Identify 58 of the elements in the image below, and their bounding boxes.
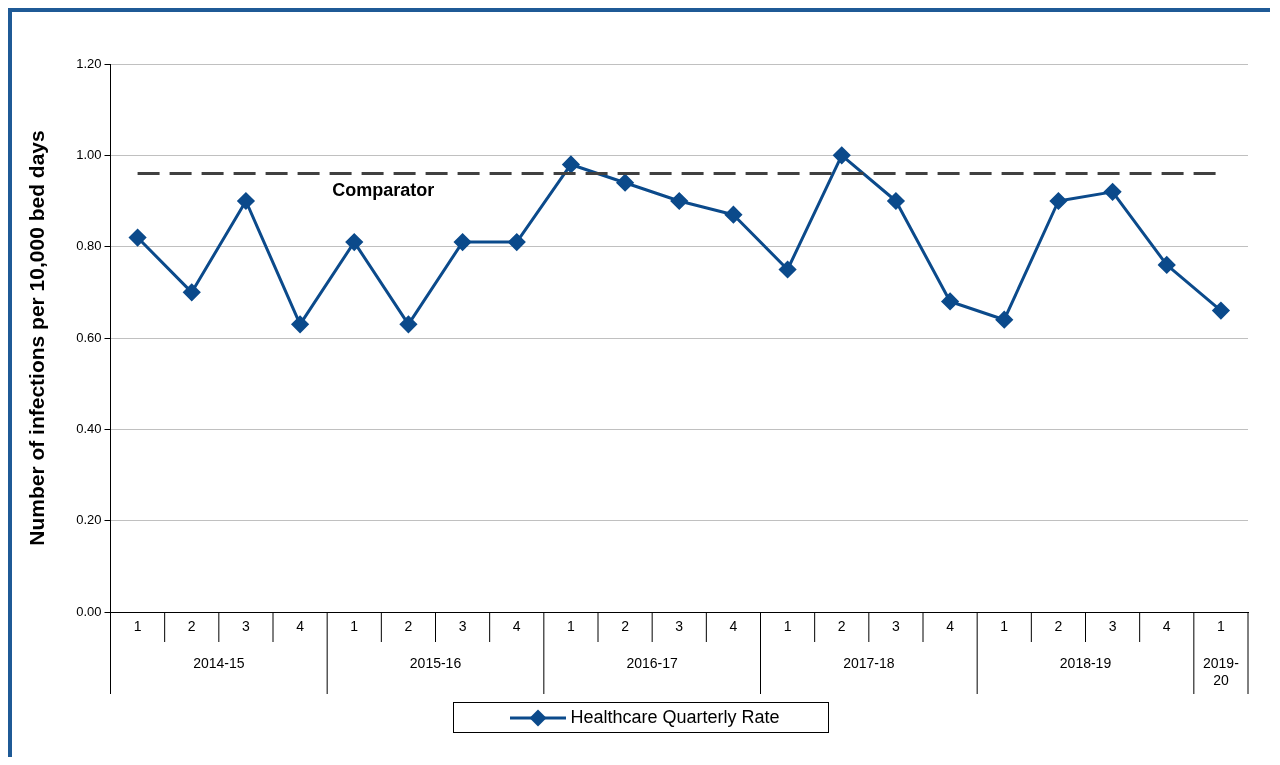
y-tick-label: 0.60 xyxy=(76,329,102,345)
x-tick-label: 4 xyxy=(512,617,521,634)
x-tick-label: 2 xyxy=(837,617,846,634)
point xyxy=(616,174,634,192)
point xyxy=(833,146,851,164)
point xyxy=(183,283,201,301)
x-tick-label: 4 xyxy=(946,617,955,634)
x-tick-label: 2 xyxy=(621,617,630,634)
point xyxy=(129,229,147,247)
text: 2015-16 xyxy=(409,654,462,671)
x-tick-label: 4 xyxy=(729,617,738,634)
point xyxy=(779,261,797,278)
text: 2014-15 xyxy=(193,654,245,671)
ref-line-label: Comparator xyxy=(332,179,435,200)
legend-label: Healthcare Quarterly Rate xyxy=(570,707,780,728)
point xyxy=(562,155,580,173)
point xyxy=(345,233,363,251)
x-tick-label: 4 xyxy=(296,617,305,634)
x-tick-label: 1 xyxy=(350,617,359,634)
point xyxy=(1049,192,1067,210)
y-tick-label: 0.20 xyxy=(76,512,102,528)
text: 2017-18 xyxy=(843,654,895,671)
x-tick-label: 3 xyxy=(458,617,467,634)
point xyxy=(1158,256,1176,274)
x-tick-label: 2 xyxy=(187,617,196,634)
y-tick-label: 1.20 xyxy=(76,55,102,71)
x-tick-label: 3 xyxy=(1108,617,1117,634)
y-tick-label: 1.00 xyxy=(76,146,102,162)
point xyxy=(508,233,526,251)
text: 2019-20 xyxy=(1203,654,1240,688)
x-tick-label: 1 xyxy=(783,617,792,634)
x-tick-label: 1 xyxy=(567,617,576,634)
point xyxy=(670,192,688,210)
x-tick-label: 3 xyxy=(242,617,251,634)
x-tick-label: 1 xyxy=(133,617,142,634)
point xyxy=(941,292,959,310)
point xyxy=(399,315,417,333)
text: 2016-17 xyxy=(626,654,679,671)
x-tick-label: 1 xyxy=(1217,617,1226,634)
point xyxy=(291,315,309,333)
text: 2018-19 xyxy=(1059,654,1112,671)
x-tick-label: 3 xyxy=(892,617,901,634)
point xyxy=(887,192,905,210)
point xyxy=(454,233,472,251)
x-tick-label: 4 xyxy=(1162,617,1171,634)
y-tick-label: 0.00 xyxy=(76,603,102,619)
x-tick-label: 1 xyxy=(1000,617,1009,634)
y-tick-label: 0.80 xyxy=(76,238,102,254)
point xyxy=(237,192,255,210)
x-tick-label: 2 xyxy=(1054,617,1063,634)
x-tick-label: 2 xyxy=(404,617,413,634)
point xyxy=(1212,302,1230,320)
point xyxy=(724,206,742,224)
x-tick-label: 3 xyxy=(675,617,684,634)
y-tick-label: 0.40 xyxy=(76,420,102,436)
point xyxy=(995,311,1013,329)
point xyxy=(1104,183,1122,201)
y-axis-title: Number of infections per 10,000 bed days xyxy=(25,130,49,546)
